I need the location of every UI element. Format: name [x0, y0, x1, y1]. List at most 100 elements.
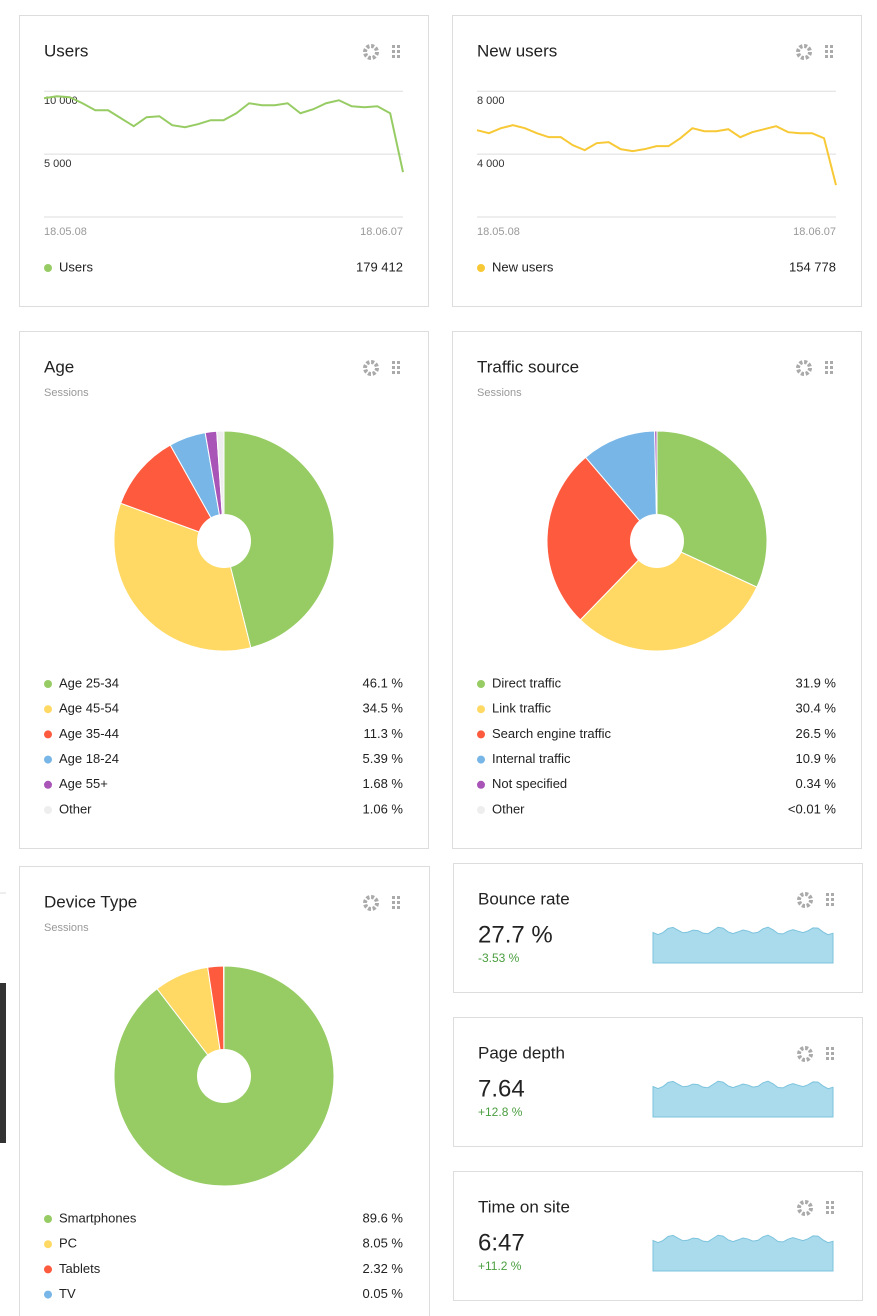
widget-title: Page depth [478, 1043, 565, 1062]
drag-handle[interactable] [826, 898, 829, 901]
legend-value: 5.39 % [363, 751, 404, 766]
drag-handle[interactable] [831, 903, 834, 906]
widget-title: Age [44, 357, 74, 376]
drag-handle[interactable] [830, 361, 833, 364]
drag-handle[interactable] [831, 1201, 834, 1204]
drag-handle[interactable] [831, 1057, 834, 1060]
drag-handle[interactable] [826, 1211, 829, 1214]
settings-icon-hole [801, 365, 807, 371]
drag-handle[interactable] [825, 366, 828, 369]
drag-handle[interactable] [397, 55, 400, 58]
x-tick-label: 18.06.07 [793, 226, 836, 238]
pie-slice [546, 456, 658, 621]
settings-icon-hole [802, 1051, 808, 1057]
legend-marker [477, 264, 485, 272]
sparkline [652, 926, 834, 964]
drag-handle[interactable] [825, 55, 828, 58]
drag-handle[interactable] [831, 1206, 834, 1209]
legend-label: Users [59, 259, 93, 274]
drag-handle[interactable] [831, 898, 834, 901]
widget-card [453, 1171, 863, 1301]
drag-handle[interactable] [830, 45, 833, 48]
legend-label: Other [492, 801, 525, 816]
settings-icon[interactable] [363, 360, 379, 376]
drag-handle[interactable] [825, 50, 828, 53]
drag-handle[interactable] [831, 1052, 834, 1055]
settings-icon[interactable] [797, 892, 813, 908]
drag-handle[interactable] [392, 361, 395, 364]
drag-handle[interactable] [397, 45, 400, 48]
legend-value: 26.5 % [796, 726, 837, 741]
pie-slice [579, 540, 758, 652]
drag-handle[interactable] [826, 1047, 829, 1050]
drag-handle[interactable] [831, 893, 834, 896]
settings-icon[interactable] [797, 1200, 813, 1216]
kpi-change: +12.8 % [478, 1105, 523, 1119]
drag-handle[interactable] [397, 361, 400, 364]
drag-handle[interactable] [392, 906, 395, 909]
drag-handle[interactable] [826, 1206, 829, 1209]
legend-marker [44, 264, 52, 272]
settings-icon[interactable] [363, 895, 379, 911]
kpi-value: 6:47 [478, 1229, 525, 1256]
drag-handle[interactable] [830, 366, 833, 369]
drag-handle[interactable] [392, 371, 395, 374]
x-tick-label: 18.05.08 [44, 226, 87, 238]
legend-marker [477, 755, 485, 764]
settings-icon-hole [802, 1205, 808, 1211]
pie-hole [197, 514, 251, 568]
drag-handle[interactable] [392, 50, 395, 53]
drag-handle[interactable] [831, 1047, 834, 1050]
legend-marker [44, 806, 52, 814]
drag-handle[interactable] [397, 906, 400, 909]
settings-icon[interactable] [796, 360, 812, 376]
settings-icon[interactable] [797, 1046, 813, 1062]
drag-handle[interactable] [826, 1052, 829, 1055]
drag-handle[interactable] [397, 901, 400, 904]
kpi-change: +11.2 % [478, 1259, 522, 1273]
y-tick-label: 5 000 [44, 158, 72, 170]
legend-label: Internal traffic [492, 751, 571, 766]
drag-handle[interactable] [392, 55, 395, 58]
widget-card [453, 863, 863, 993]
settings-icon-hole [801, 49, 807, 55]
drag-handle[interactable] [826, 1057, 829, 1060]
legend-marker [44, 1240, 52, 1249]
y-tick-label: 8 000 [477, 95, 505, 107]
kpi-value: 27.7 % [478, 921, 553, 948]
legend-marker [44, 680, 52, 688]
side-panel-edge [0, 983, 6, 1143]
drag-handle[interactable] [830, 50, 833, 53]
drag-handle[interactable] [825, 361, 828, 364]
drag-handle[interactable] [825, 45, 828, 48]
drag-handle[interactable] [397, 50, 400, 53]
sparkline [652, 1234, 834, 1272]
legend-marker [477, 806, 485, 814]
settings-icon[interactable] [363, 44, 379, 60]
drag-handle[interactable] [826, 1201, 829, 1204]
settings-icon-hole [802, 897, 808, 903]
drag-handle[interactable] [830, 371, 833, 374]
drag-handle[interactable] [392, 901, 395, 904]
drag-handle[interactable] [831, 1211, 834, 1214]
settings-icon[interactable] [796, 44, 812, 60]
settings-icon-hole [368, 365, 374, 371]
drag-handle[interactable] [826, 893, 829, 896]
drag-handle[interactable] [830, 55, 833, 58]
line-series [476, 124, 837, 186]
legend-value: 2.32 % [363, 1261, 404, 1276]
drag-handle[interactable] [397, 366, 400, 369]
drag-handle[interactable] [397, 371, 400, 374]
drag-handle[interactable] [825, 371, 828, 374]
drag-handle[interactable] [392, 45, 395, 48]
legend-label: New users [492, 259, 554, 274]
drag-handle[interactable] [392, 366, 395, 369]
legend-value: 11.3 % [363, 726, 403, 741]
drag-handle[interactable] [826, 903, 829, 906]
drag-handle[interactable] [397, 896, 400, 899]
legend-marker [477, 730, 485, 739]
drag-handle[interactable] [392, 896, 395, 899]
y-tick-label: 4 000 [477, 158, 505, 170]
